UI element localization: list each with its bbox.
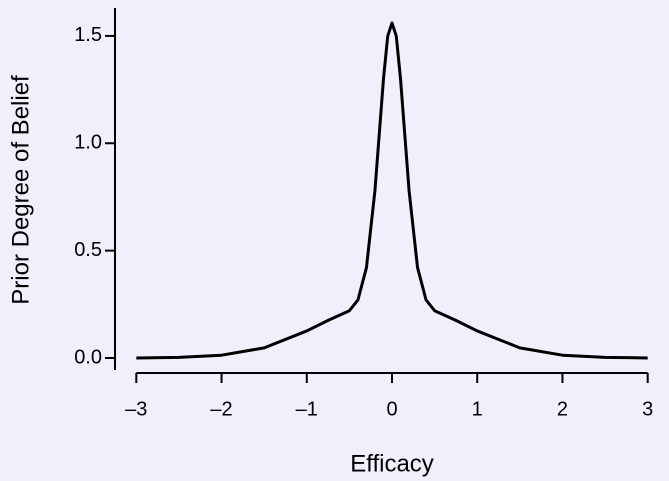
x-tick-label: –2	[210, 398, 232, 420]
x-tick-label: –3	[125, 398, 147, 420]
x-tick-label: –1	[296, 398, 318, 420]
x-axis-label: Efficacy	[350, 450, 434, 477]
y-tick-label: 1.0	[74, 132, 102, 154]
x-tick-label: 2	[557, 398, 568, 420]
y-axis-label: Prior Degree of Belief	[7, 75, 34, 305]
y-tick-label: 1.5	[74, 24, 102, 46]
y-tick-label: 0.0	[74, 346, 102, 368]
density-curve	[136, 21, 648, 360]
y-tick-label: 0.5	[74, 239, 102, 261]
x-tick-label: 0	[386, 398, 397, 420]
x-tick-label: 1	[472, 398, 483, 420]
x-tick-label: 3	[642, 398, 653, 420]
